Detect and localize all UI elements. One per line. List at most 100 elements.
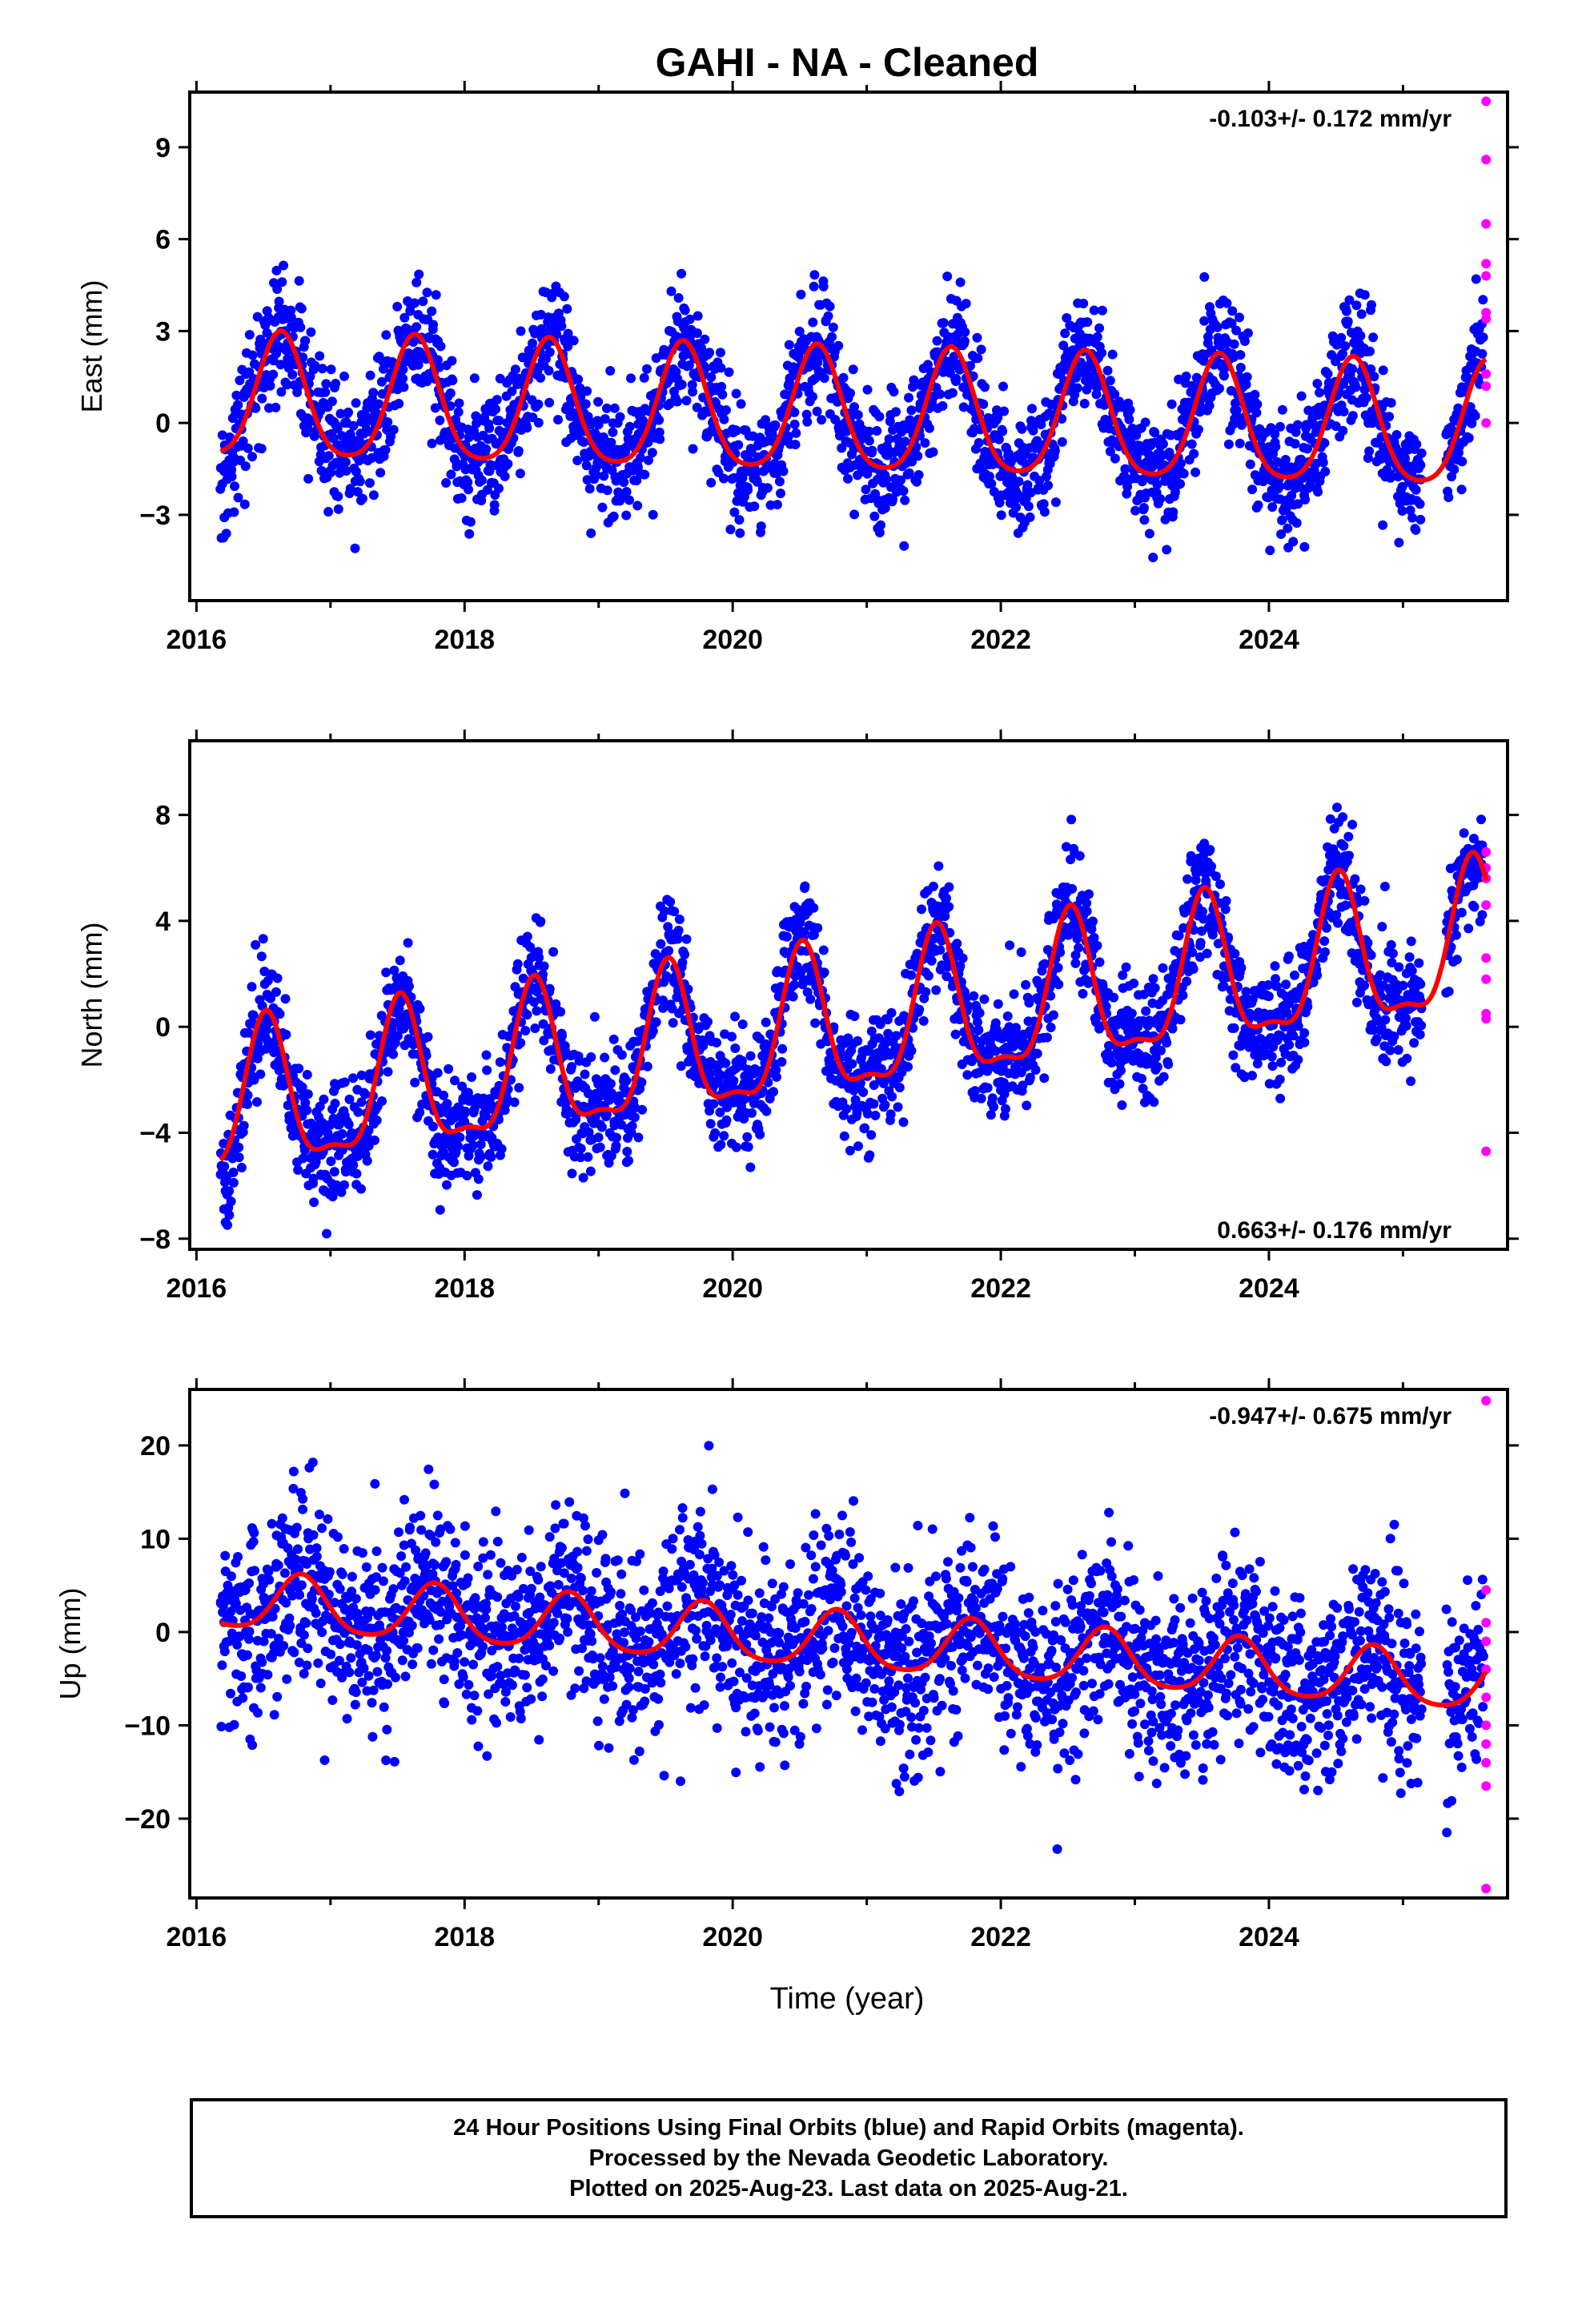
final-orbit-point (1293, 499, 1303, 509)
final-orbit-point (576, 1152, 586, 1163)
final-orbit-point (1039, 1073, 1050, 1084)
final-orbit-point (388, 1049, 399, 1059)
final-orbit-point (507, 386, 517, 396)
final-orbit-point (648, 1026, 658, 1036)
final-orbit-point (1361, 392, 1371, 403)
final-orbit-point (986, 1110, 996, 1120)
final-orbit-point (1291, 427, 1301, 437)
final-orbit-point (906, 970, 917, 980)
final-orbit-point (591, 470, 601, 480)
final-orbit-point (1005, 940, 1015, 951)
final-orbit-point (395, 955, 405, 966)
final-orbit-point (387, 1025, 397, 1035)
final-orbit-point (1062, 313, 1072, 323)
final-orbit-point (590, 1112, 600, 1122)
final-orbit-point (904, 392, 913, 403)
final-orbit-point (881, 474, 892, 485)
final-orbit-point (1089, 305, 1099, 316)
final-orbit-point (302, 1070, 312, 1080)
final-orbit-point (268, 369, 279, 380)
final-orbit-point (978, 399, 989, 409)
final-orbit-point (1094, 957, 1105, 967)
final-orbit-point (611, 1140, 621, 1151)
final-orbit-point (238, 436, 248, 446)
final-orbit-point (1303, 444, 1312, 454)
final-orbit-point (1144, 529, 1154, 539)
final-orbit-point (1199, 316, 1210, 326)
final-orbit-point (586, 1052, 596, 1062)
final-orbit-point (454, 398, 464, 408)
final-orbit-point (762, 483, 773, 493)
final-orbit-point (808, 317, 818, 328)
final-orbit-point (622, 1147, 632, 1156)
final-orbit-point (513, 446, 524, 456)
final-orbit-point (841, 1104, 852, 1114)
final-orbit-point (1130, 505, 1141, 516)
final-orbit-point (942, 893, 951, 903)
final-orbit-point (1070, 958, 1081, 968)
final-orbit-point (845, 1145, 855, 1156)
final-orbit-point (251, 403, 261, 413)
final-orbit-point (1048, 1010, 1058, 1020)
final-orbit-point (847, 1059, 857, 1069)
final-orbit-point (583, 1152, 593, 1162)
final-orbit-point (582, 386, 592, 396)
final-orbit-point (1281, 503, 1291, 513)
final-orbit-point (247, 982, 257, 992)
final-orbit-point (1271, 981, 1282, 991)
final-orbit-point (460, 1106, 471, 1116)
final-orbit-point (409, 298, 420, 308)
final-orbit-point (427, 306, 437, 316)
final-orbit-point (700, 334, 710, 344)
final-orbit-point (979, 994, 990, 1004)
final-orbit-point (1265, 545, 1275, 556)
final-orbit-point (1207, 861, 1216, 871)
final-orbit-point (860, 1123, 869, 1133)
final-orbit-point (891, 407, 901, 417)
final-orbit-point (322, 1228, 331, 1239)
final-orbit-point (404, 981, 414, 991)
final-orbit-point (1079, 399, 1090, 408)
final-orbit-points (215, 802, 1488, 1261)
final-orbit-point (823, 311, 833, 321)
final-orbit-point (1241, 380, 1251, 390)
final-orbit-point (258, 934, 268, 944)
final-orbit-point (731, 425, 741, 436)
final-orbit-point (369, 1135, 379, 1145)
final-orbit-point (1092, 332, 1102, 342)
velocity-annotation: -0.103+/- 0.172 mm/yr (1209, 106, 1452, 132)
final-orbit-point (1050, 446, 1060, 456)
final-orbit-point (1078, 988, 1088, 999)
final-orbit-point (869, 1080, 879, 1090)
final-orbit-point (412, 322, 422, 332)
final-orbit-point (293, 1165, 303, 1175)
final-orbit-point (377, 1096, 387, 1106)
final-orbit-point (923, 971, 934, 981)
final-orbit-point (1338, 348, 1347, 359)
final-orbit-point (733, 440, 744, 450)
final-orbit-point (852, 1108, 862, 1118)
final-orbit-point (1213, 939, 1223, 949)
plot-frame (188, 90, 1509, 602)
final-orbit-point (363, 1125, 374, 1136)
final-orbit-point (235, 376, 245, 385)
final-orbit-point (229, 1251, 239, 1261)
final-orbit-point (365, 1030, 375, 1040)
final-orbit-point (495, 1057, 505, 1068)
final-orbit-point (1215, 879, 1225, 890)
final-orbit-point (265, 380, 275, 391)
final-orbit-point (716, 363, 726, 373)
final-orbit-point (1078, 299, 1089, 308)
final-orbit-point (1109, 992, 1119, 1003)
final-orbit-point (848, 364, 858, 375)
final-orbit-point (343, 407, 353, 417)
final-orbit-point (1247, 995, 1258, 1004)
final-orbit-point (1107, 349, 1118, 360)
final-orbit-point (539, 961, 549, 971)
final-orbit-point (472, 418, 481, 428)
final-orbit-point (1060, 328, 1070, 339)
final-orbit-point (516, 1038, 526, 1048)
final-orbit-point (1014, 476, 1024, 487)
